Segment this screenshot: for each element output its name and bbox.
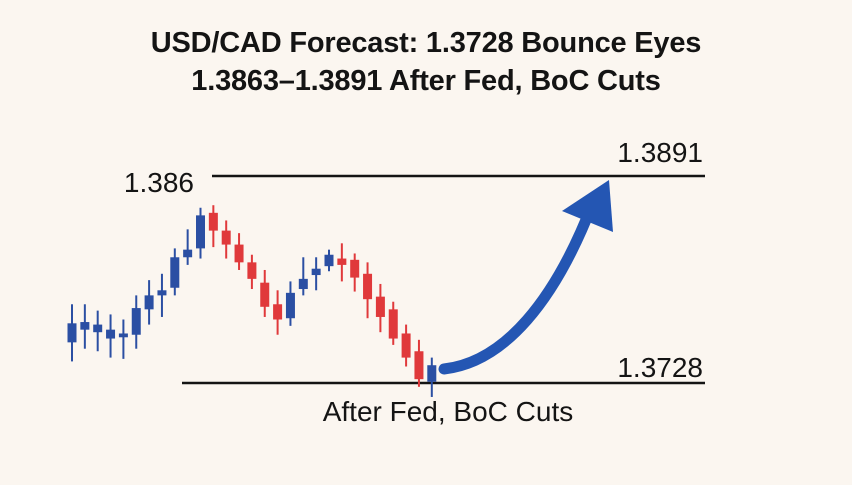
- bullish-candle: [118, 333, 128, 338]
- bearish-candle: [208, 212, 218, 231]
- bearish-candle: [221, 230, 231, 245]
- bullish-candle: [93, 324, 103, 333]
- title-line-2: 1.3863–1.3891 After Fed, BoC Cuts: [191, 65, 661, 97]
- bearish-candle: [337, 258, 347, 265]
- projection-arrowhead: [562, 180, 613, 232]
- chart-title: USD/CAD Forecast: 1.3728 Bounce Eyes 1.3…: [0, 24, 852, 100]
- bearish-candle: [260, 282, 270, 307]
- title-line-1: USD/CAD Forecast: 1.3728 Bounce Eyes: [150, 27, 702, 59]
- bullish-candle: [157, 290, 167, 296]
- bullish-candle: [144, 295, 154, 310]
- bearish-candle: [401, 333, 411, 358]
- bullish-candle: [170, 257, 180, 288]
- bullish-candle: [67, 323, 77, 343]
- resistance-label: 1.3891: [617, 137, 703, 168]
- bearish-candle: [363, 273, 373, 300]
- bullish-candle: [298, 278, 308, 290]
- bullish-candle: [106, 329, 116, 339]
- left-level-label: 1.386: [124, 167, 194, 198]
- bearish-candle: [414, 351, 424, 380]
- bullish-candle: [427, 365, 437, 382]
- bearish-candle: [350, 259, 360, 278]
- bearish-candle: [388, 309, 398, 339]
- bearish-candle: [273, 304, 283, 320]
- candles-group: [67, 205, 437, 397]
- chart-caption: After Fed, BoC Cuts: [323, 396, 574, 427]
- bearish-candle: [247, 262, 257, 279]
- projection-arrow: [438, 199, 598, 375]
- bullish-candle: [285, 292, 295, 319]
- bearish-candle: [375, 296, 385, 317]
- bullish-candle: [196, 215, 205, 249]
- bullish-candle: [80, 322, 90, 330]
- bullish-candle: [183, 249, 193, 258]
- bearish-candle: [234, 244, 244, 263]
- bullish-candle: [324, 254, 334, 267]
- support-label: 1.3728: [617, 352, 703, 383]
- bullish-candle: [311, 268, 321, 276]
- bullish-candle: [131, 308, 141, 335]
